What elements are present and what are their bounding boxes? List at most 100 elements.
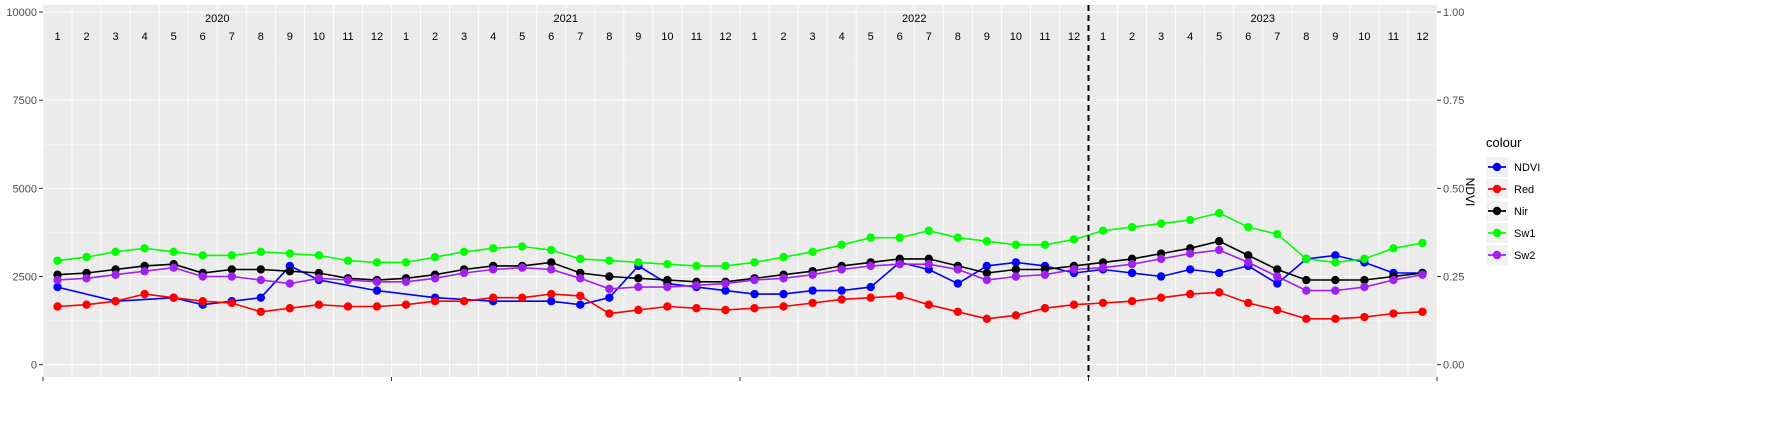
data-point bbox=[1069, 265, 1079, 274]
data-point bbox=[721, 286, 730, 295]
grid-lines bbox=[42, 5, 1438, 377]
year-label: 2023 bbox=[1251, 13, 1275, 25]
series-sw2 bbox=[53, 245, 1427, 295]
month-strip: 1 2 3 4 5 6 7 8 9 10 11 12 1 2 3 4 5 6 7 8 9 10 11 12 1 2 3 4 5 6 7 8 9 1… bbox=[54, 31, 1428, 43]
data-point bbox=[1185, 289, 1195, 299]
month-label: 10 bbox=[1358, 31, 1370, 43]
data-point bbox=[1011, 265, 1021, 274]
data-point bbox=[227, 265, 236, 274]
month-label: 9 bbox=[1332, 31, 1338, 43]
legend-item-sw1: Sw1 bbox=[1486, 223, 1535, 243]
data-point bbox=[576, 291, 585, 301]
data-point bbox=[982, 261, 992, 271]
data-point bbox=[663, 302, 672, 311]
data-point bbox=[53, 282, 62, 292]
month-label: 9 bbox=[635, 31, 641, 43]
legend-key-point bbox=[1492, 250, 1502, 260]
data-point bbox=[1127, 259, 1137, 269]
data-point bbox=[430, 252, 440, 262]
data-point bbox=[1331, 258, 1340, 267]
month-label: 3 bbox=[113, 31, 119, 43]
month-label: 8 bbox=[606, 31, 612, 43]
data-point bbox=[1389, 244, 1398, 253]
month-label: 1 bbox=[751, 31, 757, 43]
data-point bbox=[663, 275, 672, 285]
data-point bbox=[1273, 305, 1282, 315]
data-point bbox=[982, 314, 992, 324]
month-label: 7 bbox=[577, 31, 583, 43]
data-point bbox=[1214, 208, 1224, 218]
data-point bbox=[692, 281, 701, 290]
series-line bbox=[57, 249, 1423, 292]
month-label: 4 bbox=[839, 31, 845, 43]
data-point bbox=[198, 296, 207, 306]
data-point bbox=[837, 240, 846, 249]
data-point bbox=[1185, 265, 1195, 274]
data-point bbox=[1360, 312, 1369, 322]
data-point bbox=[1302, 314, 1311, 324]
data-point bbox=[605, 272, 614, 281]
data-point bbox=[459, 268, 469, 278]
month-label: 11 bbox=[342, 31, 353, 43]
data-point bbox=[285, 279, 295, 288]
data-point bbox=[488, 244, 498, 253]
data-point bbox=[895, 233, 904, 242]
data-point bbox=[866, 233, 875, 242]
data-point bbox=[1156, 272, 1166, 281]
data-point bbox=[1185, 215, 1195, 225]
data-point bbox=[866, 293, 875, 302]
data-point bbox=[1011, 258, 1021, 267]
data-point bbox=[82, 274, 91, 283]
data-point bbox=[111, 247, 120, 257]
y-tick-label: 2500 bbox=[13, 272, 37, 284]
data-point bbox=[779, 289, 788, 299]
data-point bbox=[895, 291, 904, 301]
month-label: 9 bbox=[287, 31, 293, 43]
data-point bbox=[1244, 222, 1253, 232]
data-point bbox=[198, 251, 207, 260]
data-point bbox=[576, 300, 585, 309]
month-label: 11 bbox=[1039, 31, 1050, 43]
data-point bbox=[547, 296, 556, 306]
data-point bbox=[1389, 309, 1398, 318]
data-point bbox=[488, 293, 498, 302]
data-point bbox=[779, 302, 788, 311]
data-point bbox=[401, 300, 411, 309]
data-point bbox=[1360, 254, 1369, 264]
month-label: 12 bbox=[371, 31, 383, 43]
data-point bbox=[953, 307, 963, 316]
series-layer bbox=[53, 208, 1427, 324]
data-point bbox=[547, 245, 556, 255]
month-label: 6 bbox=[548, 31, 554, 43]
data-point bbox=[779, 252, 788, 262]
data-point bbox=[1011, 311, 1021, 320]
data-point bbox=[140, 289, 149, 299]
month-label: 11 bbox=[691, 31, 702, 43]
data-point bbox=[140, 267, 149, 276]
data-point bbox=[605, 309, 614, 318]
month-label: 10 bbox=[661, 31, 673, 43]
month-label: 8 bbox=[258, 31, 264, 43]
data-point bbox=[140, 244, 149, 253]
data-point bbox=[430, 296, 440, 306]
data-point bbox=[1273, 272, 1282, 281]
data-point bbox=[982, 275, 992, 285]
data-point bbox=[808, 247, 817, 257]
data-point bbox=[314, 251, 324, 260]
data-point bbox=[1302, 254, 1311, 264]
legend-item-red: Red bbox=[1486, 179, 1534, 199]
data-point bbox=[343, 275, 353, 285]
data-point bbox=[866, 261, 875, 271]
month-label: 5 bbox=[171, 31, 177, 43]
data-point bbox=[1011, 272, 1021, 281]
month-label: 3 bbox=[1158, 31, 1164, 43]
data-point bbox=[430, 274, 440, 283]
data-point bbox=[1127, 268, 1137, 278]
data-point bbox=[1098, 263, 1108, 272]
data-point bbox=[1040, 304, 1050, 313]
data-point bbox=[372, 286, 382, 295]
data-point bbox=[53, 302, 62, 311]
data-point bbox=[401, 258, 411, 267]
data-point bbox=[488, 265, 498, 274]
